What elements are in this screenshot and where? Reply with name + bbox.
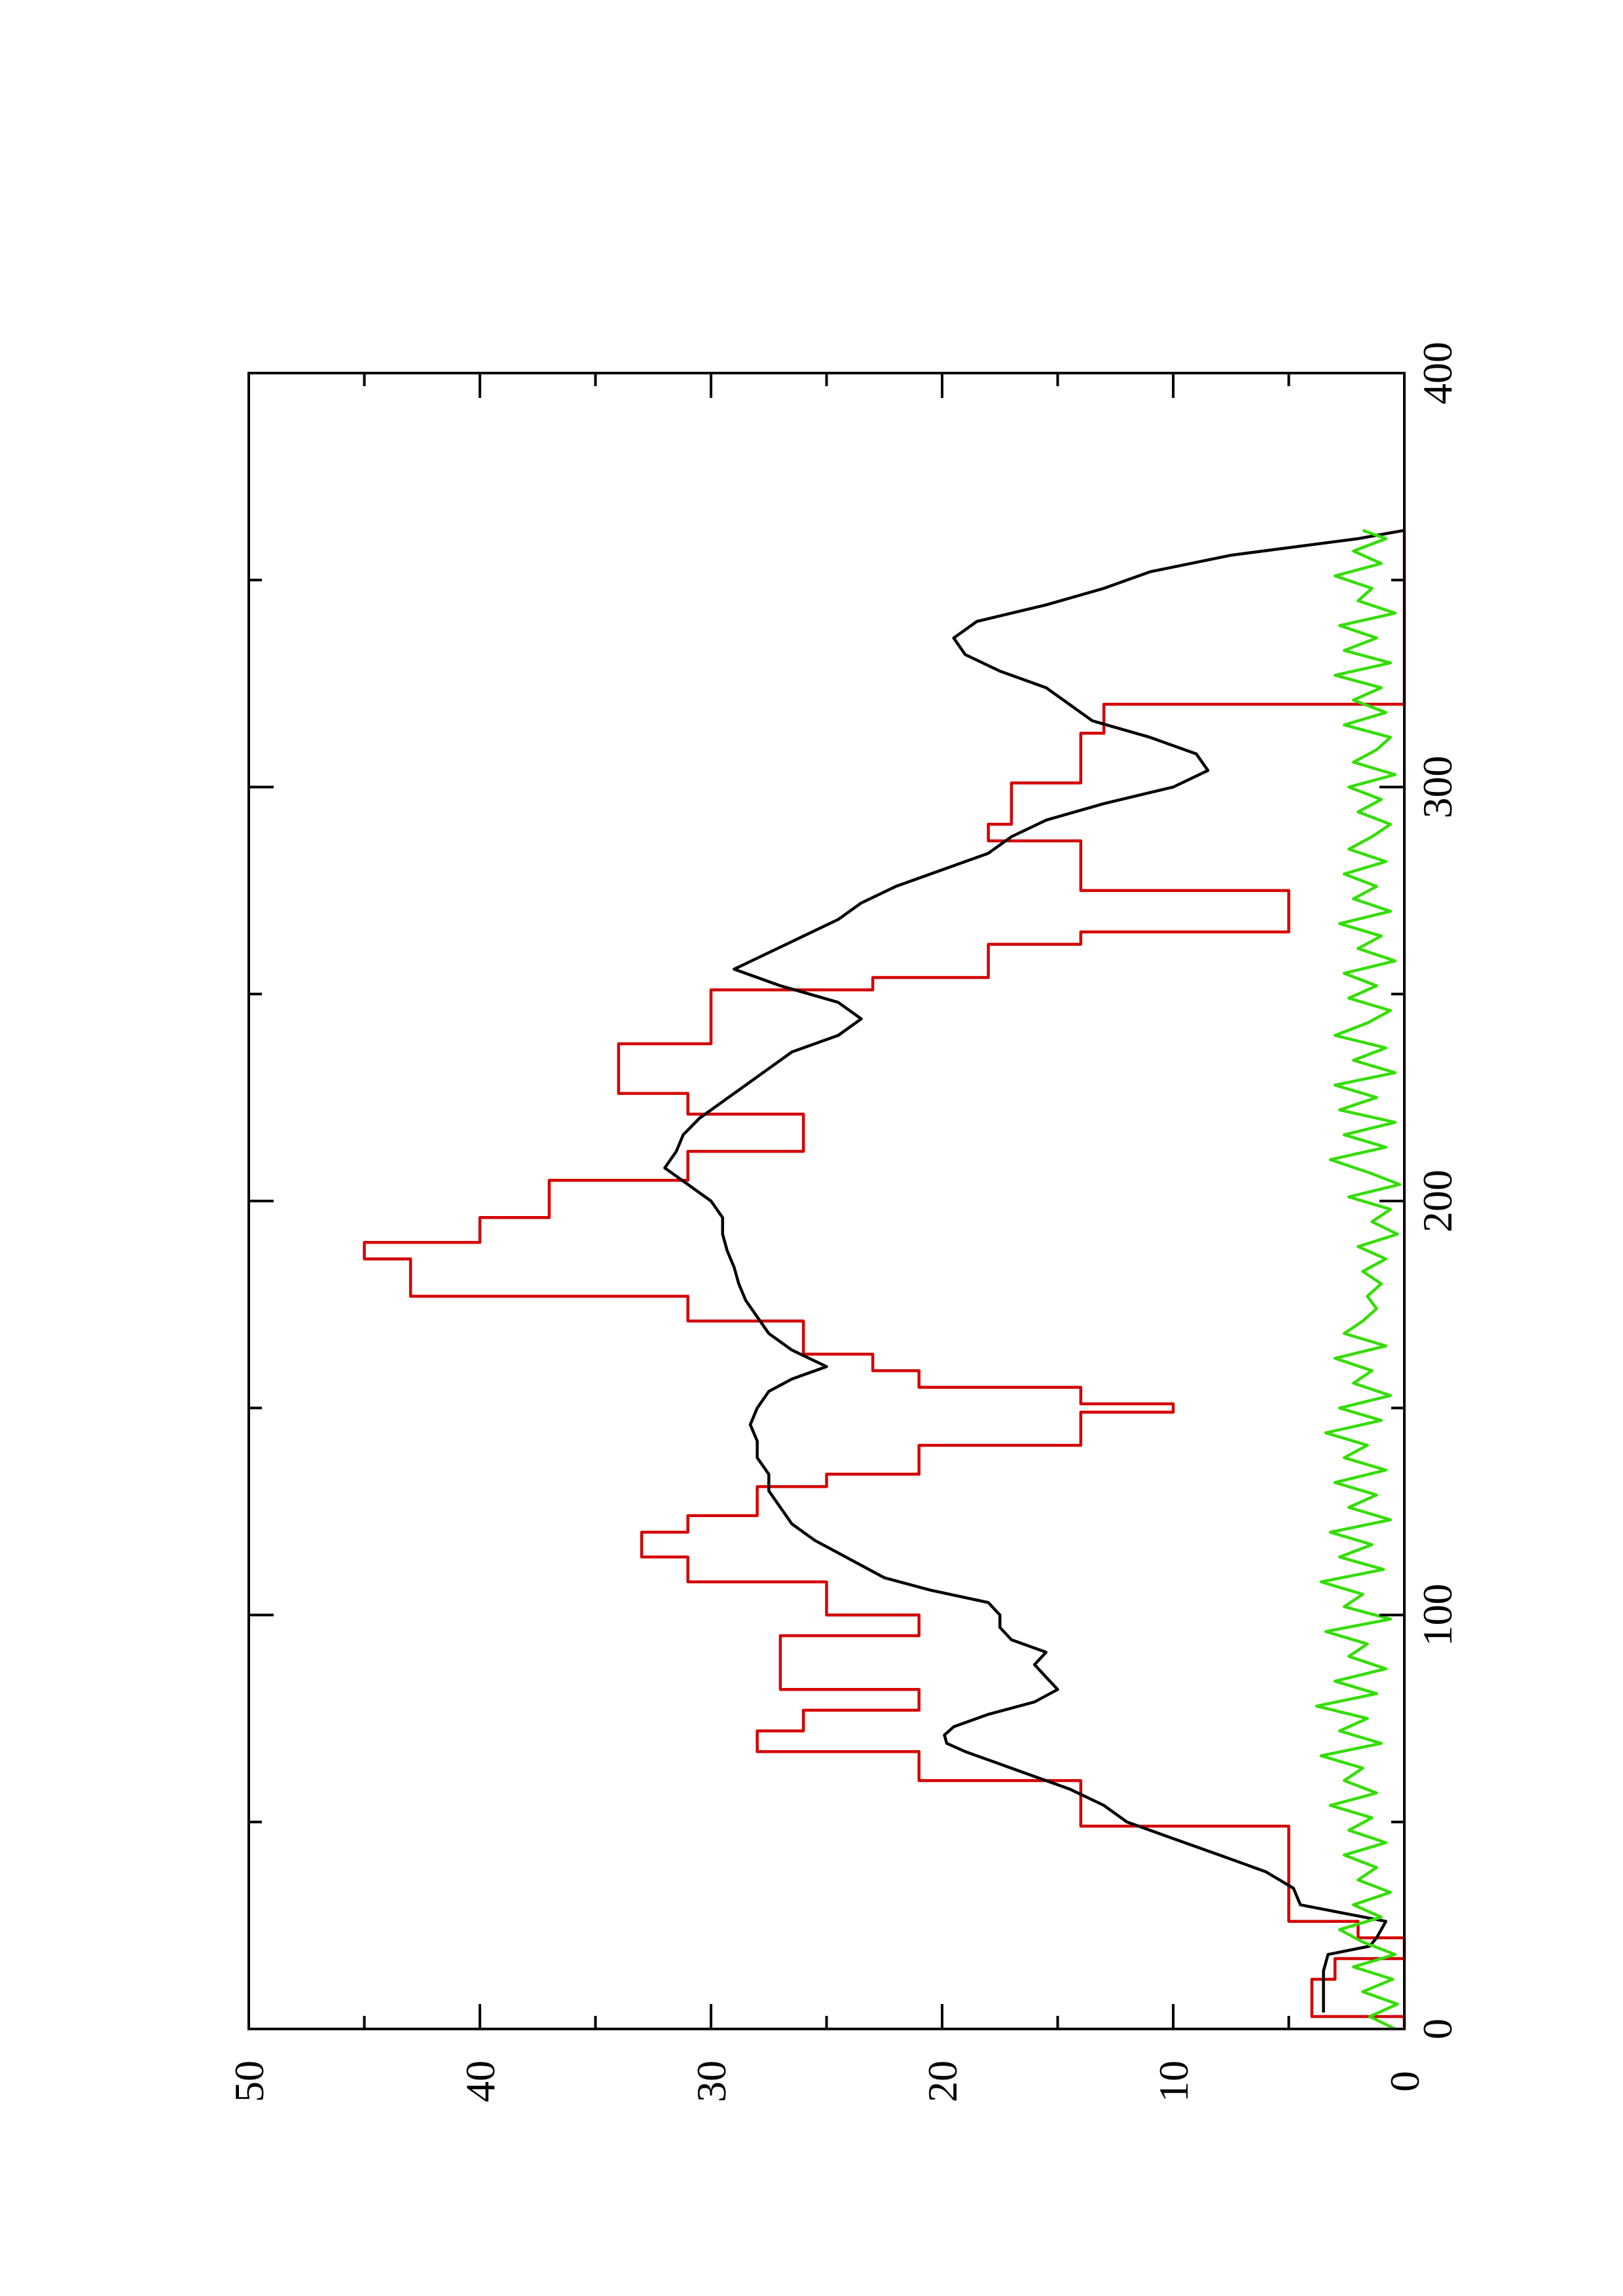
- series-line-3: [1315, 529, 1402, 2031]
- plot-frame: [247, 372, 1406, 2030]
- x-tick-label: 0: [1414, 2018, 1461, 2039]
- x-tick-label: 200: [1414, 1170, 1461, 1232]
- axis-ticks: [247, 372, 1406, 2030]
- x-tick-label: 300: [1414, 756, 1461, 819]
- y-tick-label: 0: [1381, 2071, 1428, 2092]
- y-tick-label: 20: [919, 2060, 966, 2102]
- tick-labels: 0 100 200 300 400 0 10 20 30 40 50: [226, 342, 1461, 2102]
- series-line-1: [363, 530, 1406, 2029]
- x-tick-label: 100: [1414, 1584, 1461, 1647]
- y-tick-label: 40: [457, 2060, 503, 2102]
- y-tick-label: 10: [1150, 2060, 1197, 2102]
- y-tick-label: 50: [226, 2060, 272, 2102]
- series-layer: [363, 529, 1406, 2031]
- y-tick-label: 30: [688, 2060, 735, 2102]
- series-line-2: [663, 529, 1405, 2013]
- x-tick-label: 400: [1414, 342, 1461, 404]
